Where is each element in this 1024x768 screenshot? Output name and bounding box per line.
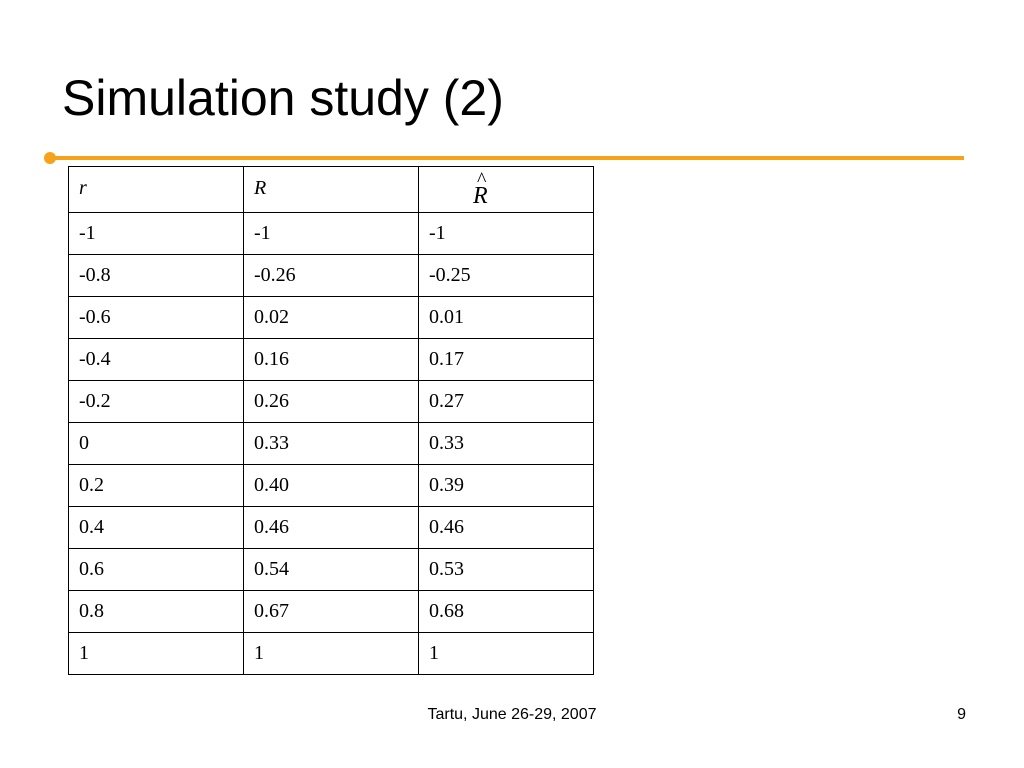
cell-R: 0.67 xyxy=(243,590,419,633)
cell-r: 0.4 xyxy=(68,506,244,549)
cell-R: 0.33 xyxy=(243,422,419,465)
header-r: r xyxy=(68,166,244,213)
cell-r: 0 xyxy=(68,422,244,465)
table-row: 0.4 0.46 0.46 xyxy=(68,506,594,549)
table-row: 0.8 0.67 0.68 xyxy=(68,590,594,633)
cell-r: 0.2 xyxy=(68,464,244,507)
title-rule xyxy=(50,156,964,160)
cell-r: -1 xyxy=(68,212,244,255)
cell-r: -0.6 xyxy=(68,296,244,339)
cell-R-hat: -0.25 xyxy=(418,254,594,297)
cell-R-hat: 0.68 xyxy=(418,590,594,633)
cell-R: 0.26 xyxy=(243,380,419,423)
cell-r: 0.8 xyxy=(68,590,244,633)
table-row: -1 -1 -1 xyxy=(68,212,594,255)
footer-text: Tartu, June 26-29, 2007 xyxy=(427,706,597,723)
cell-R: 0.40 xyxy=(243,464,419,507)
cell-r: -0.4 xyxy=(68,338,244,381)
cell-R: 0.54 xyxy=(243,548,419,591)
table-row: 0.2 0.40 0.39 xyxy=(68,464,594,507)
cell-R-hat: 0.33 xyxy=(418,422,594,465)
cell-r: 0.6 xyxy=(68,548,244,591)
cell-R-hat: 0.53 xyxy=(418,548,594,591)
cell-R: 1 xyxy=(243,632,419,675)
table-row: -0.8 -0.26 -0.25 xyxy=(68,254,594,297)
cell-R-hat: 0.01 xyxy=(418,296,594,339)
table-row: 0 0.33 0.33 xyxy=(68,422,594,465)
simulation-table: r R ^ R -1 -1 -1 -0.8 -0.26 -0.25 -0.6 0.02 0.01… xyxy=(68,166,594,675)
table-row: -0.2 0.26 0.27 xyxy=(68,380,594,423)
page-number: 9 xyxy=(957,706,966,723)
header-R-hat: ^ R xyxy=(418,166,594,213)
table-row: -0.6 0.02 0.01 xyxy=(68,296,594,339)
table-row: 0.6 0.54 0.53 xyxy=(68,548,594,591)
cell-r: -0.8 xyxy=(68,254,244,297)
table-body: -1 -1 -1 -0.8 -0.26 -0.25 -0.6 0.02 0.01 -0.4 0.16… xyxy=(68,212,594,675)
cell-R: 0.16 xyxy=(243,338,419,381)
slide-title: Simulation study (2) xyxy=(62,70,504,126)
cell-R: -0.26 xyxy=(243,254,419,297)
cell-R: 0.02 xyxy=(243,296,419,339)
table-header-row: r R ^ R xyxy=(68,166,594,213)
cell-r: 1 xyxy=(68,632,244,675)
r-hat-letter: R xyxy=(473,183,488,209)
cell-R: -1 xyxy=(243,212,419,255)
cell-R-hat: -1 xyxy=(418,212,594,255)
cell-R-hat: 0.27 xyxy=(418,380,594,423)
cell-R-hat: 0.46 xyxy=(418,506,594,549)
cell-R-hat: 0.39 xyxy=(418,464,594,507)
hat-accent: ^ xyxy=(477,169,487,191)
cell-r: -0.2 xyxy=(68,380,244,423)
cell-R: 0.46 xyxy=(243,506,419,549)
cell-R-hat: 1 xyxy=(418,632,594,675)
header-R: R xyxy=(243,166,419,213)
table-row: -0.4 0.16 0.17 xyxy=(68,338,594,381)
cell-R-hat: 0.17 xyxy=(418,338,594,381)
r-hat-symbol: ^ R xyxy=(473,169,488,210)
